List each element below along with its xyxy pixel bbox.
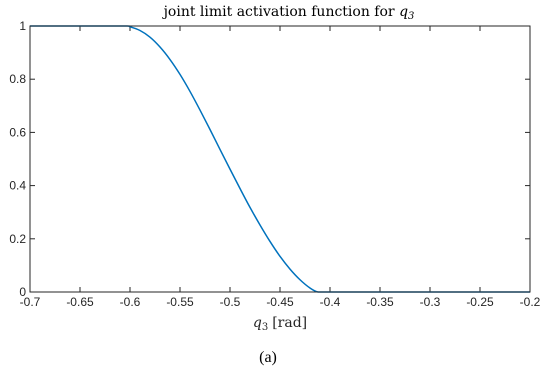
plot-area [30, 26, 530, 292]
x-axis-label-sub: 3 [262, 322, 268, 333]
x-tick-label: -0.6 [120, 295, 141, 309]
y-tick-label: 0.8 [9, 72, 26, 86]
x-axis-label-var: q [253, 315, 262, 331]
figure-caption: (a) [259, 349, 277, 366]
x-tick-label: -0.45 [266, 295, 294, 309]
y-tick-label: 1 [19, 19, 26, 33]
x-tick-label: -0.4 [320, 295, 341, 309]
x-tick-label: -0.5 [220, 295, 241, 309]
x-tick-label: -0.3 [420, 295, 441, 309]
y-tick-label: 0.6 [9, 125, 26, 139]
x-tick-label: -0.2 [520, 295, 541, 309]
axes-box [29, 25, 531, 293]
y-tick-label: 0 [19, 285, 26, 299]
x-tick-label: -0.35 [366, 295, 394, 309]
x-axis-label: q3 [rad] [253, 315, 307, 333]
x-tick-label: -0.25 [466, 295, 494, 309]
chart-title-sub: 3 [408, 11, 414, 22]
axis-ticks: -0.7 -0.65 -0.6 -0.55 -0.5 -0.45 -0.4 -0.35 -0.3… [9, 19, 540, 309]
x-tick-label: -0.55 [166, 295, 194, 309]
chart-title-var: q [399, 4, 408, 20]
data-lines [29, 25, 530, 293]
x-axis-label-unit: [rad] [272, 315, 307, 331]
y-tick-label: 0.4 [9, 179, 26, 193]
chart-title-prefix: joint limit activation function for [162, 4, 399, 20]
chart-title: joint limit activation function for q3 [162, 4, 415, 22]
y-tick-label: 0.2 [9, 232, 26, 246]
x-tick-label: -0.7 [20, 295, 41, 309]
x-tick-label: -0.65 [66, 295, 94, 309]
series-line [29, 25, 530, 293]
